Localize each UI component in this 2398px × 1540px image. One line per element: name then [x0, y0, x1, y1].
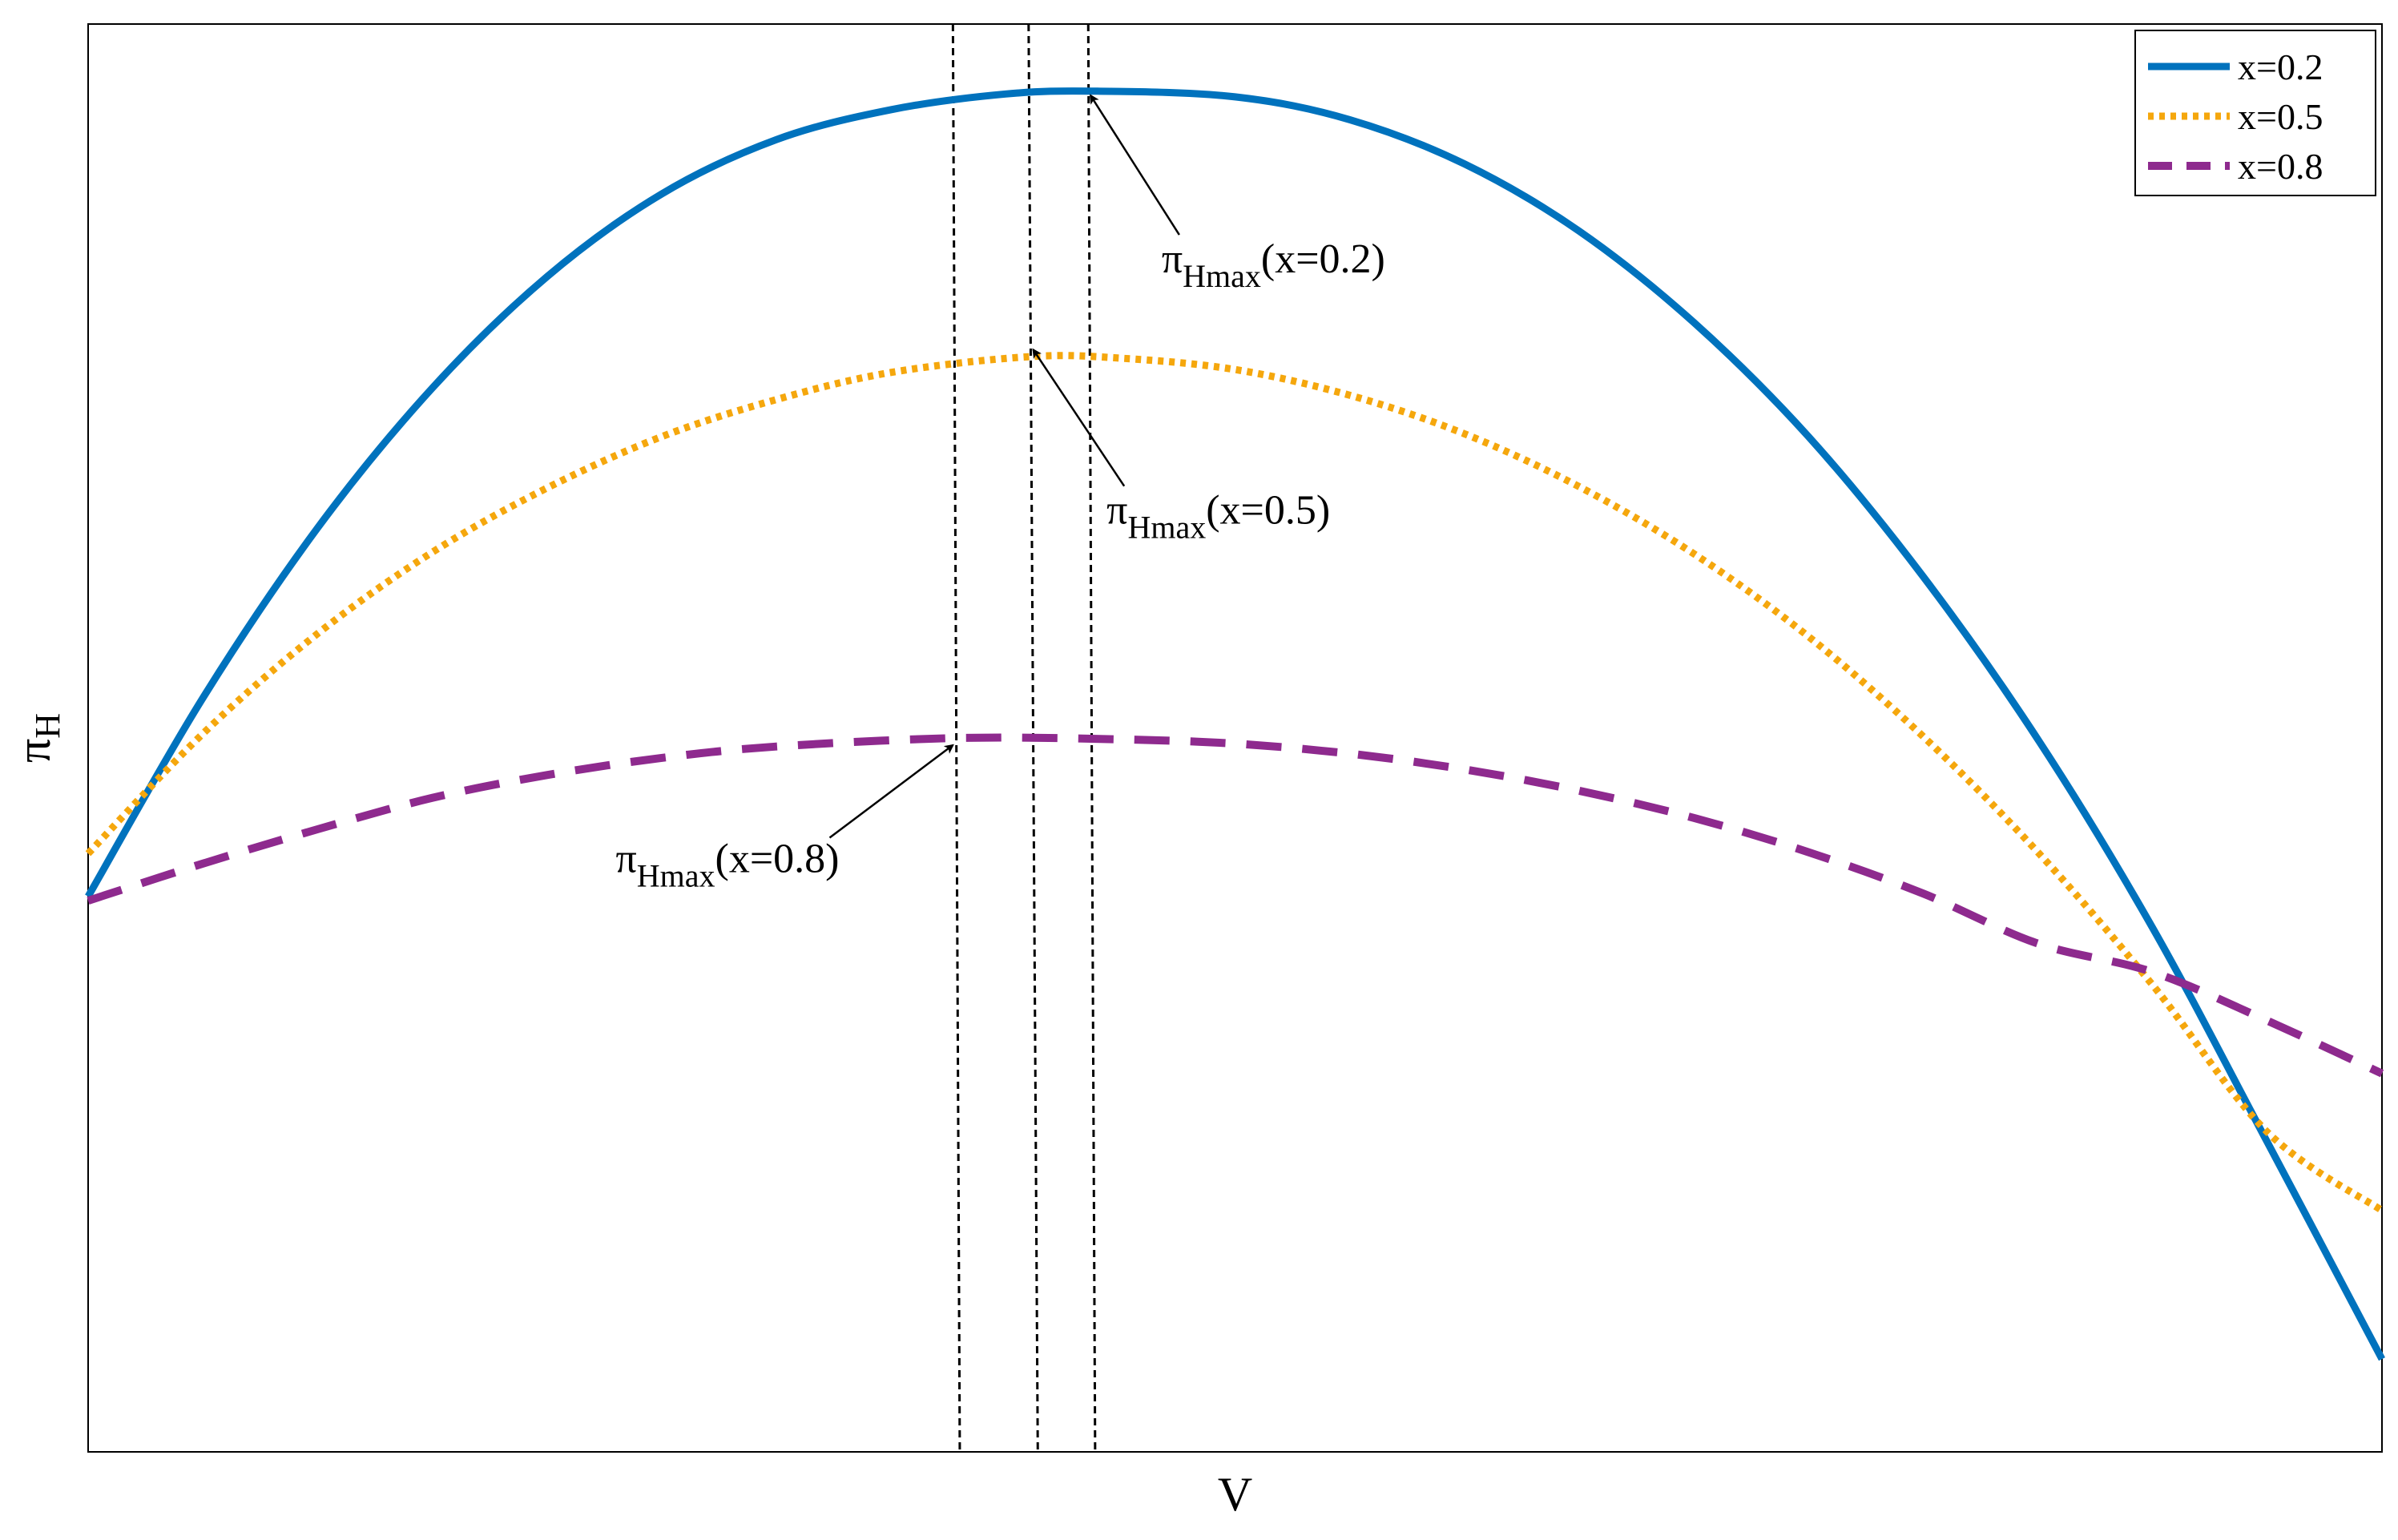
annotation-label: πHmax(x=0.8) [615, 837, 839, 894]
annotation-label-subscript: Hmax [1127, 510, 1206, 546]
annotation-label-main: π [1162, 236, 1183, 282]
legend-label: x=0.2 [2238, 46, 2323, 87]
y-axis-label-main: π [7, 739, 60, 763]
annotation-label: πHmax(x=0.5) [1106, 488, 1330, 546]
legend-label: x=0.5 [2238, 96, 2323, 137]
annotation-arrow [1032, 348, 1126, 487]
legend-entry-x05: x=0.5 [2148, 96, 2323, 137]
legend-entry-x08: x=0.8 [2148, 146, 2323, 187]
annotation-label-main: π [615, 837, 636, 882]
legend: x=0.2 x=0.5 x=0.8 [2134, 30, 2376, 196]
annotation-label-main: π [1106, 488, 1127, 534]
annotation-label-suffix: (x=0.5) [1206, 488, 1330, 534]
annotation-x08: πHmax(x=0.8) [615, 744, 954, 894]
annotation-label-subscript: Hmax [1183, 258, 1261, 294]
y-axis-label: πH [7, 713, 67, 763]
annotation-arrow [828, 744, 954, 839]
legend-entry-x02: x=0.2 [2148, 46, 2323, 87]
series-line-x02 [85, 87, 2385, 1361]
x-axis-label: V [1218, 1468, 1252, 1521]
annotation-label-suffix: (x=0.2) [1261, 236, 1385, 282]
annotations: πHmax(x=0.2)πHmax(x=0.5)πHmax(x=0.8) [615, 94, 1385, 894]
annotation-label-subscript: Hmax [637, 858, 715, 894]
annotation-arrow [1090, 94, 1180, 236]
annotation-x02: πHmax(x=0.2) [1090, 94, 1385, 294]
y-axis-label-subscript: H [28, 713, 67, 739]
reference-line-x08 [951, 23, 961, 1453]
series-line-x08 [87, 733, 2384, 1078]
annotation-label: πHmax(x=0.2) [1162, 236, 1385, 294]
legend-label: x=0.8 [2238, 146, 2323, 187]
series-line-x05 [85, 352, 2384, 1214]
annotation-x05: πHmax(x=0.5) [1032, 348, 1330, 546]
annotation-label-suffix: (x=0.8) [715, 837, 840, 882]
plot-area-frame [87, 23, 2383, 1453]
series-lines [85, 87, 2385, 1361]
